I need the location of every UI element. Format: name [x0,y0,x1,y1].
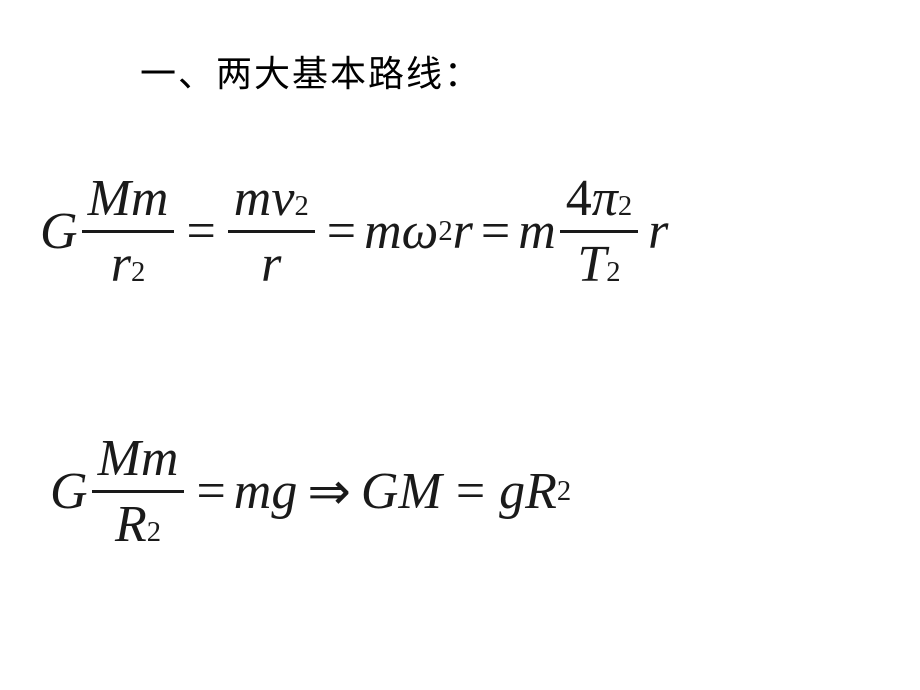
fraction-Mm-over-R2: Mm R2 [92,430,185,553]
denominator: T2 [571,236,626,293]
numerator: 4π2 [560,170,638,227]
symbol-r: r [111,236,131,293]
denominator: R2 [109,496,167,553]
symbol-R: R [525,462,557,521]
symbol-T: T [577,236,606,293]
symbol-r: r [648,202,668,261]
fraction-mv2-over-r: mv2 r [228,170,315,293]
equals-sign: = [481,202,510,261]
symbol-m: m [364,202,402,261]
symbol-m: m [518,202,556,261]
equals-sign: = [327,202,356,261]
symbol-G: G [361,462,399,521]
numerator: Mm [82,170,175,227]
fraction-Mm-over-r2: Mm r2 [82,170,175,293]
equation-surface-gravity: G Mm R2 = mg ⇒ GM = gR2 [50,430,571,553]
symbol-g: g [499,462,525,521]
fraction-bar [228,230,315,233]
denominator: r [255,236,287,293]
symbol-r: r [261,236,281,293]
fraction-bar [82,230,175,233]
equation-row: G Mm r2 = mv2 r = mω2r [40,170,668,293]
symbol-m: m [141,430,179,487]
symbol-m: m [234,462,272,521]
symbol-g: g [271,462,297,521]
numerator: mv2 [228,170,315,227]
fraction-bar [560,230,638,233]
symbol-G: G [50,462,88,521]
equals-sign: = [186,202,215,261]
symbol-M: M [398,462,441,521]
equation-gravitation-centripetal: G Mm r2 = mv2 r = mω2r [40,170,668,293]
symbol-omega: ω [402,202,439,261]
symbol-v: v [271,170,294,227]
symbol-pi: π [592,170,618,227]
section-heading: 一、两大基本路线： [140,45,482,97]
implies-arrow-icon: ⇒ [307,462,351,522]
symbol-R: R [115,496,147,553]
equals-sign: = [456,462,485,521]
fraction-4pi2-over-T2: 4π2 T2 [560,170,638,293]
symbol-m: m [131,170,169,227]
symbol-r: r [453,202,473,261]
symbol-G: G [40,202,78,261]
document-page: 一、两大基本路线： G Mm r2 = mv2 r [0,0,920,690]
symbol-M: M [98,430,141,487]
numerator: Mm [92,430,185,487]
equation-row: G Mm R2 = mg ⇒ GM = gR2 [50,430,571,553]
symbol-M: M [88,170,131,227]
symbol-m: m [234,170,272,227]
denominator: r2 [105,236,152,293]
fraction-bar [92,490,185,493]
digit-4: 4 [566,170,592,227]
equals-sign: = [196,462,225,521]
